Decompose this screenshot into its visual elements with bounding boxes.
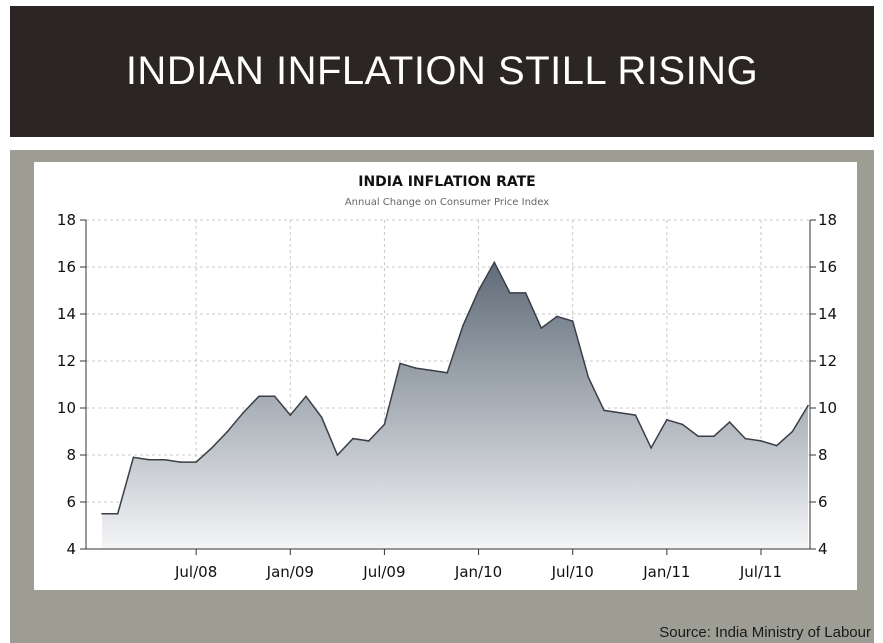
data-point [430, 369, 433, 372]
data-point [116, 513, 119, 515]
data-point [273, 395, 276, 398]
data-point [446, 372, 449, 374]
chart-subtitle: Annual Change on Consumer Price Index [345, 197, 549, 208]
x-tick-label: Jul/11 [739, 563, 782, 581]
data-point [289, 414, 292, 416]
data-point [775, 444, 778, 447]
y-tick-label: 8 [818, 446, 828, 464]
data-point [509, 292, 511, 294]
y-tick-label: 4 [818, 540, 828, 558]
data-point [713, 435, 715, 438]
y-tick-label: 14 [818, 305, 837, 323]
data-point [352, 437, 354, 440]
data-point [650, 447, 652, 449]
page-title: INDIAN INFLATION STILL RISING [125, 49, 759, 93]
data-point [571, 320, 574, 322]
area-fill [102, 262, 809, 549]
data-point [148, 458, 150, 461]
data-point [744, 437, 747, 440]
x-axis: Jul/08 Jan/09 Jul/09 Jan/10 Jul/10 Jan/11 Jul/… [174, 549, 782, 581]
y-tick-label: 16 [57, 258, 76, 276]
data-point [587, 376, 590, 379]
y-axis-left: 4 6 8 10 12 14 16 18 [57, 211, 86, 558]
axes [85, 220, 811, 550]
y-tick-label: 18 [818, 211, 837, 229]
y-tick-label: 16 [818, 258, 837, 276]
chart-title: INDIA INFLATION RATE [358, 174, 536, 190]
data-point [336, 454, 339, 456]
series-line [102, 260, 809, 515]
data-point [540, 327, 543, 329]
x-tick-label: Jul/10 [551, 563, 594, 581]
data-point [603, 409, 605, 412]
y-axis-right: 4 6 8 10 12 14 16 18 [810, 211, 837, 558]
data-point [226, 430, 229, 433]
data-point [697, 435, 699, 438]
x-tick-label: Jan/11 [642, 563, 690, 581]
data-point [101, 513, 103, 515]
data-point [367, 440, 370, 442]
data-point [415, 367, 417, 369]
x-tick-label: Jan/09 [266, 563, 314, 581]
x-tick-label: Jan/10 [454, 563, 502, 581]
y-tick-label: 12 [818, 352, 837, 370]
y-tick-label: 10 [57, 399, 76, 417]
data-point [666, 419, 668, 421]
data-point [619, 411, 621, 414]
y-tick-label: 8 [66, 446, 76, 464]
data-point [179, 461, 182, 463]
data-point [634, 414, 637, 416]
data-point [760, 440, 762, 442]
data-point [462, 325, 464, 327]
data-point [258, 395, 260, 398]
data-point [320, 416, 323, 419]
data-point [305, 395, 307, 398]
data-point [211, 447, 213, 449]
data-point [477, 289, 480, 292]
y-tick-label: 18 [57, 211, 76, 229]
data-point [399, 362, 401, 365]
data-point [242, 411, 244, 414]
data-point [195, 461, 197, 463]
data-point [383, 423, 386, 426]
data-point [164, 458, 166, 461]
data-point [132, 456, 135, 459]
data-point [807, 404, 809, 407]
x-tick-label: Jul/09 [362, 563, 405, 581]
y-tick-label: 6 [66, 493, 76, 511]
data-point [556, 315, 558, 318]
y-tick-label: 12 [57, 352, 76, 370]
header-bar: INDIAN INFLATION STILL RISING [10, 6, 874, 137]
y-tick-label: 4 [66, 540, 76, 558]
data-point [791, 430, 794, 433]
data-area [101, 260, 809, 549]
data-point [493, 261, 496, 264]
y-tick-label: 6 [818, 493, 828, 511]
y-tick-label: 14 [57, 305, 76, 323]
data-point [681, 423, 684, 426]
data-point [524, 292, 527, 294]
x-tick-label: Jul/08 [174, 563, 217, 581]
source-note: Source: India Ministry of Labour [659, 624, 871, 641]
data-point [728, 421, 731, 423]
y-tick-label: 10 [818, 399, 837, 417]
